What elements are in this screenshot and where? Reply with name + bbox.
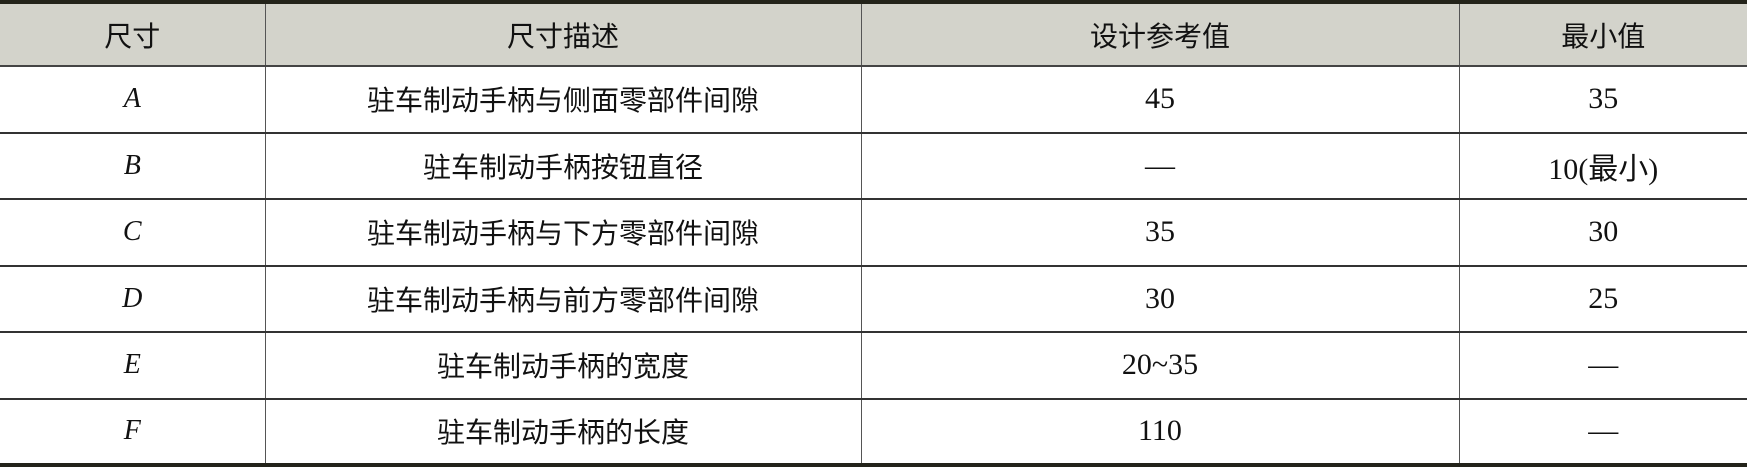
header-row: 尺寸 尺寸描述 设计参考值 最小值	[0, 2, 1747, 67]
description-cell: 驻车制动手柄的宽度	[264, 332, 862, 400]
description-cell: 驻车制动手柄与侧面零部件间隙	[264, 66, 862, 134]
reference-value-cell: 35	[860, 199, 1460, 267]
description-cell: 驻车制动手柄的长度	[264, 398, 862, 465]
reference-value-cell: 30	[860, 265, 1460, 333]
dimension-cell: E	[0, 332, 266, 400]
minimum-value-cell: 10(最小)	[1458, 132, 1747, 200]
header-minimum-value: 最小值	[1458, 2, 1747, 67]
minimum-value-cell: —	[1458, 398, 1747, 465]
dimension-cell: D	[0, 265, 266, 333]
table-header: 尺寸 尺寸描述 设计参考值 最小值	[0, 2, 1747, 67]
dimension-cell: C	[0, 199, 266, 267]
table-row: C 驻车制动手柄与下方零部件间隙 35 30	[0, 199, 1747, 267]
header-description: 尺寸描述	[264, 2, 862, 67]
reference-value-cell: 20~35	[860, 332, 1460, 400]
reference-value-cell: 110	[860, 398, 1460, 465]
dimension-cell: F	[0, 398, 266, 465]
minimum-value-cell: 35	[1458, 66, 1747, 134]
minimum-value-cell: 25	[1458, 265, 1747, 333]
table-row: E 驻车制动手柄的宽度 20~35—	[0, 332, 1747, 400]
minimum-value-cell: 30	[1458, 199, 1747, 267]
reference-value-cell: —	[860, 132, 1460, 200]
table-row: B 驻车制动手柄按钮直径 —10(最小)	[0, 132, 1747, 200]
minimum-value-cell: —	[1458, 332, 1747, 400]
header-reference-value: 设计参考值	[860, 2, 1460, 67]
dimension-cell: A	[0, 66, 266, 134]
dimension-cell: B	[0, 132, 266, 200]
table-body: A 驻车制动手柄与侧面零部件间隙 45 35 B 驻车制动手柄按钮直径 —10(最小) C 驻车…	[0, 66, 1747, 465]
description-cell: 驻车制动手柄与前方零部件间隙	[264, 265, 862, 333]
header-dimension: 尺寸	[0, 2, 266, 67]
table-row: A 驻车制动手柄与侧面零部件间隙 45 35	[0, 66, 1747, 134]
description-cell: 驻车制动手柄与下方零部件间隙	[264, 199, 862, 267]
table-row: D 驻车制动手柄与前方零部件间隙 30 25	[0, 265, 1747, 333]
table-row: F 驻车制动手柄的长度 110—	[0, 398, 1747, 465]
reference-value-cell: 45	[860, 66, 1460, 134]
description-cell: 驻车制动手柄按钮直径	[264, 132, 862, 200]
